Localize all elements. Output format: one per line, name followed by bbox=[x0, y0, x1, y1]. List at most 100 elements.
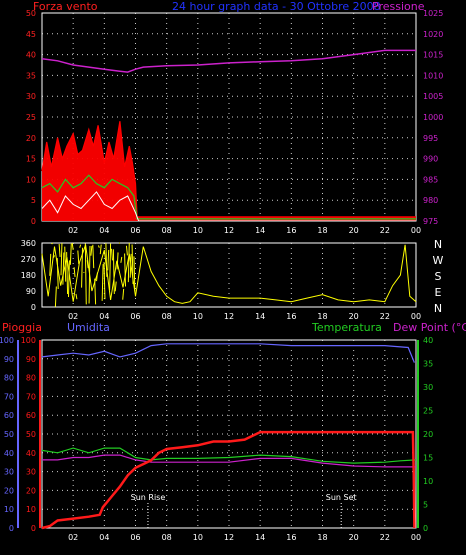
wind-direction-sample bbox=[79, 244, 82, 248]
rain-tick-label: 20 bbox=[26, 486, 36, 495]
wind-direction-sample bbox=[107, 249, 110, 271]
x-tick-label: 20 bbox=[349, 226, 359, 235]
temperature-tick-label: 25 bbox=[423, 407, 433, 416]
x-tick-label: 06 bbox=[130, 226, 140, 235]
rain-tick-label: 80 bbox=[26, 374, 36, 383]
temperature-tick-label: 40 bbox=[423, 336, 433, 345]
x-tick-label: 04 bbox=[99, 312, 109, 321]
wind-direction-sample bbox=[127, 243, 130, 283]
pressure-tick-label: 1010 bbox=[423, 71, 443, 80]
humidity-tick-label: 30 bbox=[4, 468, 14, 477]
wind-direction-sample bbox=[64, 246, 67, 282]
wind-direction-sample bbox=[122, 288, 125, 300]
x-tick-label: 04 bbox=[99, 226, 109, 235]
sun-annotation: Sun Rise bbox=[131, 493, 166, 502]
humidity-tick-label: 10 bbox=[4, 505, 14, 514]
x-tick-label: 08 bbox=[162, 533, 172, 542]
wind-direction-sample bbox=[129, 253, 132, 278]
wind-direction-sample bbox=[133, 256, 136, 292]
rain-tick-label: 0 bbox=[31, 524, 36, 533]
x-tick-label: 10 bbox=[193, 533, 203, 542]
wind-direction-sample bbox=[58, 243, 61, 257]
wind-direction-sample bbox=[73, 267, 76, 277]
x-tick-label: 04 bbox=[99, 533, 109, 542]
x-tick-label: 12 bbox=[224, 226, 234, 235]
compass-label: S bbox=[435, 270, 442, 283]
x-tick-label: 20 bbox=[349, 312, 359, 321]
pressure-tick-label: 995 bbox=[423, 134, 438, 143]
humidity-tick-label: 0 bbox=[9, 524, 14, 533]
wind-direction-sample bbox=[90, 245, 93, 256]
rain-tick-label: 30 bbox=[26, 468, 36, 477]
wind-direction-sample bbox=[112, 249, 115, 295]
wind-gust-line bbox=[41, 121, 416, 218]
wind-tick-label: 5 bbox=[31, 196, 36, 205]
x-tick-label: 02 bbox=[68, 533, 78, 542]
temperature-line bbox=[41, 447, 417, 464]
wind-direction-sample bbox=[96, 272, 98, 282]
compass-label: W bbox=[433, 254, 444, 267]
wind-tick-label: 40 bbox=[26, 51, 36, 60]
x-tick-label: 00 bbox=[411, 533, 421, 542]
x-tick-label: 10 bbox=[193, 226, 203, 235]
pressure-tick-label: 1025 bbox=[423, 9, 443, 18]
wind-direction-sample bbox=[60, 243, 63, 276]
x-tick-label: 18 bbox=[317, 312, 327, 321]
rain-tick-label: 40 bbox=[26, 449, 36, 458]
direction-tick-label: 0 bbox=[31, 303, 36, 312]
x-tick-label: 22 bbox=[380, 226, 390, 235]
x-tick-label: 08 bbox=[162, 312, 172, 321]
pressure-tick-label: 990 bbox=[423, 155, 438, 164]
temperature-tick-label: 20 bbox=[423, 430, 433, 439]
pressure-title: Pressione bbox=[372, 0, 425, 13]
x-tick-label: 20 bbox=[349, 533, 359, 542]
x-tick-label: 10 bbox=[193, 312, 203, 321]
wind-tick-label: 50 bbox=[26, 9, 36, 18]
temperature-tick-label: 5 bbox=[423, 501, 428, 510]
wind-direction-sample bbox=[92, 244, 95, 269]
direction-tick-label: 360 bbox=[21, 239, 36, 248]
x-tick-label: 00 bbox=[411, 226, 421, 235]
temperature-tick-label: 30 bbox=[423, 383, 433, 392]
x-tick-label: 02 bbox=[68, 226, 78, 235]
compass-label: N bbox=[434, 302, 442, 315]
pressure-tick-label: 1015 bbox=[423, 51, 443, 60]
wind-tick-label: 30 bbox=[26, 92, 36, 101]
wind-direction-sample bbox=[94, 278, 97, 305]
wind-direction-sample bbox=[81, 247, 84, 288]
humidity-title: Umidita bbox=[67, 321, 110, 334]
wind-direction-sample bbox=[53, 255, 55, 258]
rain-tick-label: 50 bbox=[26, 430, 36, 439]
x-tick-label: 18 bbox=[317, 226, 327, 235]
x-tick-label: 16 bbox=[286, 312, 296, 321]
rain-tick-label: 70 bbox=[26, 392, 36, 401]
humidity-tick-label: 80 bbox=[4, 374, 14, 383]
temperature-tick-label: 35 bbox=[423, 360, 433, 369]
x-tick-label: 16 bbox=[286, 226, 296, 235]
wind-tick-label: 25 bbox=[26, 113, 36, 122]
x-tick-label: 00 bbox=[411, 312, 421, 321]
wind-tick-label: 20 bbox=[26, 134, 36, 143]
direction-tick-label: 90 bbox=[26, 287, 36, 296]
x-tick-label: 06 bbox=[130, 533, 140, 542]
rain-tick-label: 100 bbox=[21, 336, 36, 345]
wind-direction-sample bbox=[111, 248, 113, 261]
temperature-tick-label: 15 bbox=[423, 454, 433, 463]
wind-direction-line bbox=[41, 244, 417, 304]
humidity-line bbox=[41, 343, 415, 363]
dewpoint-title: Dew Point (°C) bbox=[393, 321, 466, 334]
pressure-tick-label: 985 bbox=[423, 175, 438, 184]
wind-direction-sample bbox=[77, 250, 80, 265]
wind-direction-sample bbox=[86, 260, 89, 269]
rain-humidity-frame bbox=[41, 339, 417, 529]
x-tick-label: 14 bbox=[255, 312, 265, 321]
x-tick-label: 08 bbox=[162, 226, 172, 235]
x-tick-label: 22 bbox=[380, 533, 390, 542]
wind-direction-sample bbox=[103, 261, 106, 300]
wind-direction-sample bbox=[105, 243, 108, 277]
humidity-tick-label: 20 bbox=[4, 486, 14, 495]
x-tick-label: 14 bbox=[255, 226, 265, 235]
pressure-tick-label: 1020 bbox=[423, 30, 443, 39]
pressure-line bbox=[41, 49, 416, 73]
wind-direction-sample bbox=[54, 286, 57, 307]
